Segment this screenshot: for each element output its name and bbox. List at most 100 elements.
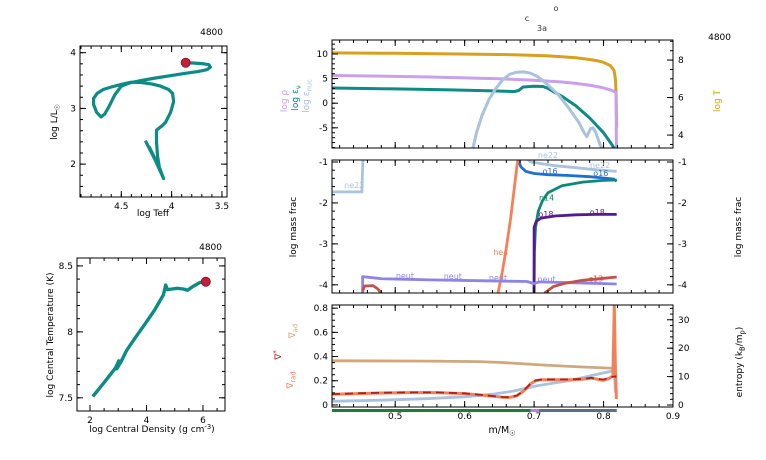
zone-label-c: c: [525, 14, 529, 23]
series-grad-ad: [331, 359, 618, 372]
ytick-label: 4: [70, 49, 76, 59]
annotation-o16: o16: [593, 169, 608, 178]
xtick-label: 0.6: [457, 412, 472, 422]
panel-frame: [76, 257, 226, 412]
current-model-dot: [180, 57, 191, 68]
zone-label-3a: 3a: [537, 24, 547, 33]
panel-frame: [331, 39, 674, 149]
y2tick-label: -2: [678, 199, 687, 209]
ytick-label: 0: [322, 401, 328, 411]
series-log-T: [331, 51, 619, 128]
annotation-neut: neut: [396, 271, 414, 280]
ytick-label: 7.5: [59, 394, 73, 404]
xtick-label: 6: [200, 416, 206, 426]
ytick-label: 0: [322, 99, 328, 109]
annotation-ne22: ne22: [344, 181, 364, 190]
annotation-c13: c13: [589, 274, 604, 283]
series-log-eps-nuc: [471, 70, 604, 149]
annotation-ne22: ne22: [538, 151, 558, 160]
trho-xaxis-title: log Central Density (g cm-3): [89, 423, 214, 435]
series-c13-envelope: [543, 275, 617, 294]
ytick-label: 2: [70, 160, 76, 170]
y2tick-label: 4: [678, 131, 684, 141]
annotation-o18: o18: [538, 210, 553, 219]
xtick-label: 4: [144, 416, 150, 426]
ytick-label: 0.2: [314, 377, 328, 387]
axis-ticks: [77, 258, 225, 412]
profile-xaxis-title: m/M☉: [488, 425, 515, 437]
annotation-neut: neut: [537, 275, 555, 284]
series-ne22-envelope: [525, 159, 617, 173]
axis-ticks: [332, 160, 674, 294]
xtick-label: 2: [87, 416, 93, 426]
panel-frame: [331, 159, 674, 294]
y2tick-label: 30: [678, 316, 690, 326]
series-log-eps-nu: [331, 84, 616, 149]
annotation-neut: neut: [444, 272, 462, 281]
axis-label-log-eps-nuc: log εnuc: [302, 79, 313, 113]
axis-ticks: [332, 305, 674, 407]
ytick-label: 0.4: [314, 353, 329, 363]
hr-model-number: 4800: [200, 28, 223, 38]
trho-yaxis-title: log Central Temperature (K): [46, 272, 56, 397]
series-o16: [516, 159, 618, 183]
y2tick-label: 20: [678, 344, 690, 354]
series-he4: [496, 159, 520, 294]
xtick-label: 3.5: [215, 202, 229, 212]
ytick-label: -4: [319, 281, 328, 291]
series-hr-track: [91, 61, 212, 181]
series-ne22-core: [332, 159, 365, 194]
ytick-label: 8.5: [59, 262, 73, 272]
axis-label-log-eps-nu: log εν: [291, 85, 302, 110]
ytick-label: 3: [70, 104, 76, 114]
hr-yaxis-title: log L/L☉: [50, 104, 61, 140]
xtick-label: 4.5: [114, 202, 128, 212]
series-trho-track: [91, 280, 207, 398]
ytick-label: -2: [319, 199, 328, 209]
series-c13-core: [361, 284, 383, 294]
axis-label-log-T: log T: [713, 89, 723, 112]
annotation-o18: o18: [590, 208, 605, 217]
y2tick-label: -3: [678, 240, 687, 250]
y2tick-label: 10: [678, 373, 690, 383]
series-o18: [532, 212, 617, 293]
xtick-label: 4: [169, 202, 175, 212]
y2tick-label: 6: [678, 94, 684, 104]
profile-model-number: 4800: [708, 33, 731, 43]
ytick-label: -1: [319, 158, 328, 168]
panel-frame: [79, 45, 228, 198]
series-grad-star: [331, 375, 617, 399]
ytick-label: 8: [67, 328, 73, 338]
xtick-label: 0.5: [388, 412, 402, 422]
axis-label-grad-star: ∇*: [272, 350, 284, 361]
ytick-label: -3: [319, 240, 328, 250]
xtick-label: 0.7: [527, 412, 541, 422]
ytick-label: 5: [322, 75, 328, 85]
panel-profile-thermo: -5 0 5 10 4 6 8: [317, 39, 684, 149]
panel-frame: [331, 304, 674, 408]
axis-ticks: [80, 46, 227, 197]
xtick-label: 0.8: [596, 412, 611, 422]
zone-label-o: o: [554, 4, 559, 13]
abund-yaxis-title-right: log mass frac: [734, 197, 744, 257]
axis-ticks: [332, 40, 674, 149]
ytick-label: 0.6: [314, 328, 329, 338]
y2tick-label: 0: [678, 401, 684, 411]
annotation-ne22: ne22: [590, 161, 610, 170]
abund-yaxis-title-left: log mass frac: [289, 197, 299, 257]
annotation-o16: o16: [543, 167, 558, 176]
hr-xaxis-title: log Teff: [137, 209, 170, 219]
annotation-neut: neut: [489, 273, 507, 282]
ytick-label: 0.8: [314, 304, 329, 314]
panel-hr: 4.5 4 3.5 2 3 4: [70, 45, 229, 212]
axis-label-log-rho: log ρ: [280, 90, 290, 113]
xtick-label: 0.9: [666, 412, 681, 422]
trho-model-number: 4800: [199, 243, 222, 253]
entropy-yaxis-title: entropy (kB/mp): [735, 327, 746, 398]
current-model-dot: [200, 276, 211, 287]
